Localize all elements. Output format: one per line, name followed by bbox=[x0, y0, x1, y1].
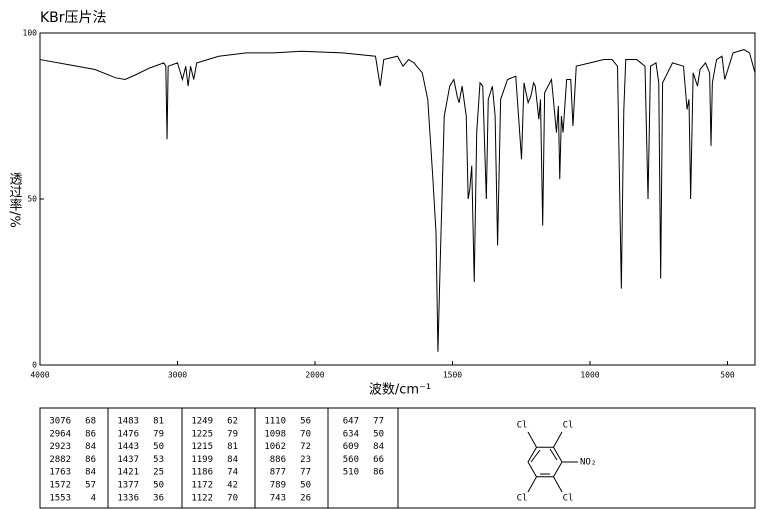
peak-transmittance: 66 bbox=[373, 455, 384, 465]
peak-transmittance: 23 bbox=[300, 455, 311, 465]
peak-wavenumber: 1763 bbox=[49, 468, 71, 478]
peak-transmittance: 50 bbox=[300, 481, 311, 491]
peak-transmittance: 68 bbox=[85, 417, 96, 427]
peak-transmittance: 77 bbox=[373, 417, 384, 427]
peak-wavenumber: 1199 bbox=[191, 455, 213, 465]
peak-transmittance: 84 bbox=[373, 442, 384, 452]
peak-transmittance: 79 bbox=[227, 429, 238, 439]
structure-label: Cl bbox=[563, 494, 574, 504]
peak-transmittance: 84 bbox=[85, 442, 96, 452]
structure-label: NO₂ bbox=[580, 458, 596, 468]
peak-wavenumber: 1377 bbox=[117, 481, 139, 491]
structure-label: Cl bbox=[517, 494, 528, 504]
peak-transmittance: 26 bbox=[300, 493, 311, 503]
peak-transmittance: 79 bbox=[153, 429, 164, 439]
peak-transmittance: 56 bbox=[300, 417, 311, 427]
peak-transmittance: 81 bbox=[227, 442, 238, 452]
x-tick-label: 3000 bbox=[168, 371, 187, 380]
peak-wavenumber: 647 bbox=[343, 417, 359, 427]
y-tick-label: 50 bbox=[27, 195, 37, 204]
x-tick-label: 1000 bbox=[580, 371, 599, 380]
peak-wavenumber: 1336 bbox=[117, 493, 139, 503]
peak-transmittance: 36 bbox=[153, 493, 164, 503]
peak-transmittance: 50 bbox=[153, 481, 164, 491]
peak-wavenumber: 1249 bbox=[191, 417, 213, 427]
peak-wavenumber: 1572 bbox=[49, 481, 71, 491]
y-tick-label: 100 bbox=[23, 29, 38, 38]
peak-wavenumber: 1443 bbox=[117, 442, 139, 452]
peak-transmittance: 42 bbox=[227, 481, 238, 491]
y-tick-label: 0 bbox=[32, 361, 37, 370]
spectrum-line bbox=[39, 49, 756, 352]
peak-transmittance: 50 bbox=[153, 442, 164, 452]
structure-label: Cl bbox=[517, 421, 528, 431]
peak-transmittance: 77 bbox=[300, 468, 311, 478]
peak-transmittance: 84 bbox=[227, 455, 238, 465]
x-axis-label: 波数/cm⁻¹ bbox=[369, 383, 431, 398]
table-dividers bbox=[107, 408, 399, 508]
peak-transmittance: 25 bbox=[153, 468, 164, 478]
peak-wavenumber: 886 bbox=[270, 455, 286, 465]
peak-wavenumber: 634 bbox=[343, 429, 359, 439]
peak-transmittance: 53 bbox=[153, 455, 164, 465]
peak-wavenumber: 1215 bbox=[191, 442, 213, 452]
peak-wavenumber: 1098 bbox=[264, 429, 286, 439]
x-tick-label: 4000 bbox=[30, 371, 49, 380]
peak-transmittance: 70 bbox=[227, 493, 238, 503]
peak-transmittance: 50 bbox=[373, 429, 384, 439]
peak-transmittance: 81 bbox=[153, 417, 164, 427]
peak-wavenumber: 1122 bbox=[191, 493, 213, 503]
peak-wavenumber: 2923 bbox=[49, 442, 71, 452]
structure-bonds bbox=[527, 431, 578, 493]
peak-wavenumber: 3076 bbox=[49, 417, 71, 427]
peak-transmittance: 57 bbox=[85, 481, 96, 491]
peak-transmittance: 70 bbox=[300, 429, 311, 439]
peak-transmittance: 86 bbox=[85, 455, 96, 465]
peak-wavenumber: 1172 bbox=[191, 481, 213, 491]
peak-wavenumber: 789 bbox=[270, 481, 286, 491]
peak-transmittance: 72 bbox=[300, 442, 311, 452]
peak-transmittance: 62 bbox=[227, 417, 238, 427]
peak-wavenumber: 1225 bbox=[191, 429, 213, 439]
peak-wavenumber: 609 bbox=[343, 442, 359, 452]
peak-wavenumber: 2882 bbox=[49, 455, 71, 465]
peak-wavenumber: 560 bbox=[343, 455, 359, 465]
peak-transmittance: 84 bbox=[85, 468, 96, 478]
peak-wavenumber: 1553 bbox=[49, 493, 71, 503]
peak-transmittance: 86 bbox=[373, 468, 384, 478]
x-tick-label: 2000 bbox=[305, 371, 324, 380]
peak-wavenumber: 1476 bbox=[117, 429, 139, 439]
x-tick-label: 500 bbox=[720, 371, 735, 380]
structure-label: Cl bbox=[563, 421, 574, 431]
peak-transmittance: 74 bbox=[227, 468, 238, 478]
peak-wavenumber: 1062 bbox=[264, 442, 286, 452]
chart-title: KBr压片法 bbox=[40, 10, 107, 26]
peak-wavenumber: 1483 bbox=[117, 417, 139, 427]
peak-wavenumber: 1437 bbox=[117, 455, 139, 465]
y-axis-label: 透过率/% bbox=[7, 172, 23, 228]
peak-wavenumber: 2964 bbox=[49, 429, 71, 439]
peak-wavenumber: 1110 bbox=[264, 417, 286, 427]
peak-transmittance: 4 bbox=[91, 493, 96, 503]
peak-wavenumber: 743 bbox=[270, 493, 286, 503]
x-tick-label: 1500 bbox=[443, 371, 462, 380]
peak-wavenumber: 877 bbox=[270, 468, 286, 478]
peak-wavenumber: 1186 bbox=[191, 468, 213, 478]
peak-wavenumber: 1421 bbox=[117, 468, 139, 478]
peak-transmittance: 86 bbox=[85, 429, 96, 439]
peak-wavenumber: 510 bbox=[343, 468, 359, 478]
